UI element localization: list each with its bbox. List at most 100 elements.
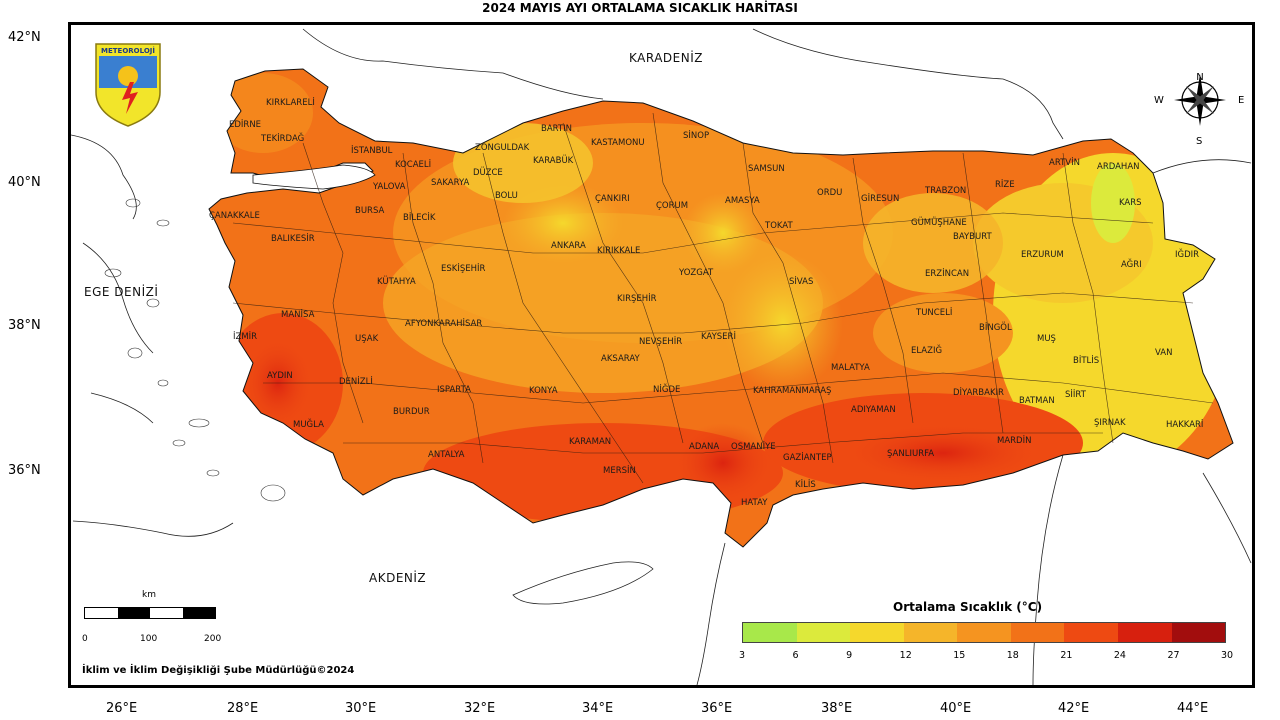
city-label: BAYBURT (953, 232, 993, 242)
city-label: OSMANİYE (731, 441, 776, 452)
city-label: SAKARYA (431, 178, 470, 188)
legend-tick-label: 21 (1060, 650, 1073, 661)
city-label: İSTANBUL (351, 145, 393, 156)
city-label: MALATYA (831, 363, 870, 373)
city-label: ERZİNCAN (925, 268, 969, 279)
legend-tick-label: 15 (953, 650, 966, 661)
legend-tick-label: 9 (846, 650, 853, 661)
city-label: SİNOP (683, 130, 709, 141)
lon-label-42: 42°E (1058, 701, 1090, 716)
city-label: HATAY (741, 498, 768, 508)
legend-tick-label: 18 (1006, 650, 1019, 661)
city-label: TOKAT (764, 221, 793, 231)
city-label: GÜMÜŞHANE (911, 217, 967, 228)
city-label: KOCAELİ (395, 159, 431, 170)
legend-swatch (1010, 623, 1065, 642)
city-label: DİYARBAKIR (953, 387, 1004, 398)
city-label: İZMİR (233, 331, 257, 342)
city-label: YOZGAT (678, 268, 714, 278)
lon-label-34: 34°E (582, 701, 614, 716)
legend-swatch (743, 623, 797, 642)
city-label: ISPARTA (437, 385, 471, 395)
map-canvas: KIRKLARELİ EDİRNE TEKİRDAĞ İSTANBUL KOCA… (71, 28, 1252, 685)
city-label: MANİSA (281, 309, 315, 320)
legend-tick-label: 27 (1167, 650, 1180, 661)
legend-tick-label: 30 (1221, 650, 1234, 661)
city-label: ARDAHAN (1097, 162, 1140, 172)
city-label: KIRKLARELİ (266, 97, 315, 108)
compass-w: W (1154, 95, 1164, 106)
city-label: KASTAMONU (591, 138, 645, 148)
legend-swatch (796, 623, 851, 642)
city-label: SİİRT (1065, 389, 1087, 400)
city-label: ORDU (817, 188, 842, 198)
city-label: ADIYAMAN (851, 405, 896, 415)
city-label: RİZE (995, 179, 1015, 190)
city-label: AĞRI (1121, 258, 1142, 270)
city-label: NİĞDE (653, 383, 680, 395)
city-label: KARS (1119, 198, 1142, 208)
city-label: YALOVA (372, 182, 406, 192)
lon-label-44: 44°E (1177, 701, 1209, 716)
city-label: AFYONKARAHİSAR (405, 318, 482, 329)
city-label: ANTALYA (428, 450, 465, 460)
city-label: BİLECİK (403, 212, 436, 223)
credit-text: İklim ve İklim Değişikliği Şube Müdürlüğ… (82, 665, 355, 676)
city-label: ŞANLIURFA (887, 449, 934, 459)
city-label: ÇANAKKALE (209, 211, 260, 221)
scale-unit: km (142, 590, 156, 600)
compass-rose-icon: N W E S (1154, 72, 1244, 147)
neighbor-coastlines (71, 28, 1252, 685)
lat-label-42: 42°N (8, 30, 41, 45)
scale-label-100: 100 (140, 634, 158, 644)
legend-swatch (957, 623, 1011, 642)
city-label: ELAZIĞ (911, 344, 942, 356)
scale-label-0: 0 (82, 634, 88, 644)
province-borders (232, 112, 1214, 484)
city-label: UŞAK (355, 334, 379, 344)
legend-tick-label: 12 (899, 650, 912, 661)
map-frame: KIRKLARELİ EDİRNE TEKİRDAĞ İSTANBUL KOCA… (68, 22, 1255, 688)
city-label: TRABZON (924, 186, 966, 196)
legend-title: Ortalama Sıcaklık (°C) (893, 600, 1043, 614)
aegean-islands (104, 198, 286, 502)
lat-label-36: 36°N (8, 463, 41, 478)
city-label: ÇORUM (656, 201, 688, 211)
city-label: BİNGÖL (979, 322, 1012, 333)
city-label: ŞIRNAK (1094, 418, 1126, 428)
legend-tick-label: 3 (739, 650, 746, 661)
city-label: MARDİN (997, 435, 1031, 446)
city-label: ADANA (689, 442, 719, 452)
city-label: MERSİN (603, 465, 636, 476)
legend-swatch (1064, 623, 1118, 642)
legend-tick-label: 6 (792, 650, 799, 661)
compass-n: N (1196, 72, 1203, 83)
city-label: KIRIKKALE (597, 246, 640, 256)
city-label: SAMSUN (748, 164, 785, 174)
city-label: KONYA (529, 386, 558, 396)
city-label: KAHRAMANMARAŞ (753, 386, 831, 396)
city-label: KİLİS (795, 479, 816, 490)
lat-label-40: 40°N (8, 175, 41, 190)
legend-swatch (1171, 623, 1226, 642)
city-label: ERZURUM (1021, 250, 1064, 260)
meteoroloji-logo: METEOROLOJİ (95, 43, 161, 127)
city-label: GAZİANTEP (783, 452, 832, 463)
city-label: BARTIN (541, 124, 572, 134)
city-label: MUŞ (1037, 334, 1056, 344)
lon-label-26: 26°E (106, 701, 138, 716)
city-label: TEKİRDAĞ (260, 132, 304, 144)
city-label: AYDIN (267, 371, 293, 381)
city-label: KÜTAHYA (377, 276, 416, 287)
city-label: GİRESUN (861, 193, 899, 204)
city-label: IĞDIR (1175, 248, 1199, 260)
province-labels: KIRKLARELİ EDİRNE TEKİRDAĞ İSTANBUL KOCA… (209, 97, 1203, 508)
lon-label-36: 36°E (701, 701, 733, 716)
city-label: ÇANKIRI (595, 194, 630, 204)
legend-swatch (903, 623, 958, 642)
city-label: BURDUR (393, 407, 430, 417)
black-sea-label: KARADENİZ (629, 51, 703, 65)
city-label: TUNCELİ (915, 307, 952, 318)
city-label: KARABÜK (533, 155, 574, 166)
city-label: DÜZCE (473, 167, 503, 178)
